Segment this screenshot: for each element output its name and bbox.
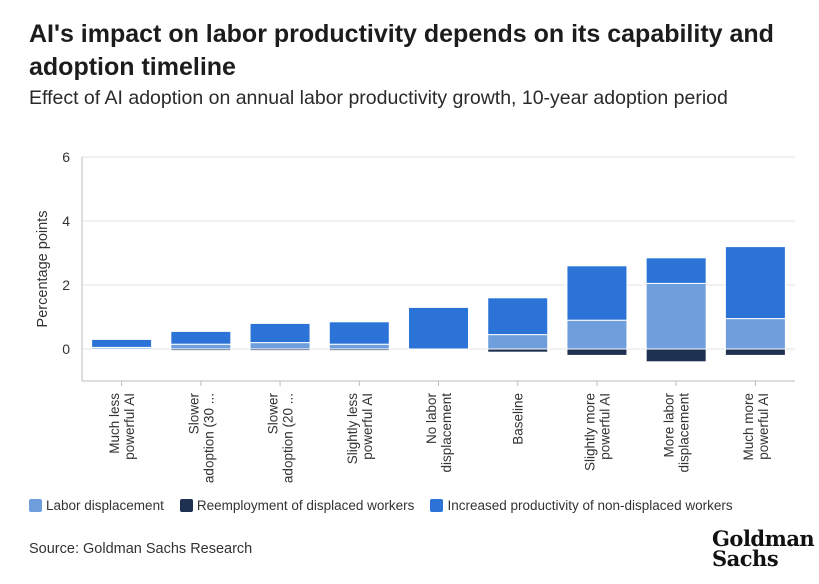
y-tick-label-2: 2 xyxy=(62,277,70,293)
x-tick-label-3-line-0: Slightly less xyxy=(345,393,360,465)
bar-segment-reemployment-1 xyxy=(170,348,232,352)
bar-segment-reemployment-6 xyxy=(566,348,628,356)
x-tick-label-5-line-0: Baseline xyxy=(511,393,526,445)
legend-label-reemployment: Reemployment of displaced workers xyxy=(196,498,415,513)
x-tick-label-1-line-1: adoption (30 ... xyxy=(201,393,216,483)
y-axis-label: Percentage points xyxy=(35,211,51,328)
bar-segment-increased_productivity-5 xyxy=(487,297,549,336)
x-tick-label-7-line-1: displacement xyxy=(677,393,692,473)
x-tick-label-2-line-1: adoption (20 ... xyxy=(281,393,296,483)
legend-swatch-increased-productivity xyxy=(430,499,444,512)
legend-swatch-labor-displacement xyxy=(29,499,42,512)
legend-item-labor-displacement: Labor displacement xyxy=(29,498,164,513)
source-note: Source: Goldman Sachs Research xyxy=(29,541,253,557)
bar-segment-increased_productivity-7 xyxy=(645,257,707,284)
bar-segment-reemployment-2 xyxy=(249,348,311,352)
legend-swatch-reemployment xyxy=(179,499,193,512)
goldman-sachs-logo: Goldman Sachs xyxy=(712,526,815,571)
legend: Labor displacement Reemployment of displ… xyxy=(29,498,749,513)
bar-segment-increased_productivity-2 xyxy=(249,322,311,344)
bar-segment-reemployment-7 xyxy=(645,348,707,363)
bar-segment-labor_displacement-5 xyxy=(487,334,549,350)
bar-segment-labor_displacement-8 xyxy=(724,318,786,350)
bar-segment-labor_displacement-6 xyxy=(566,319,628,350)
x-tick-label-0-line-0: Much less xyxy=(107,393,122,454)
x-tick-label-4-line-1: displacement xyxy=(439,393,454,473)
legend-label-labor-displacement: Labor displacement xyxy=(46,498,164,513)
chart-subtitle: Effect of AI adoption on annual labor pr… xyxy=(29,87,728,109)
bar-segment-increased_productivity-0 xyxy=(91,338,153,348)
bar-segment-increased_productivity-3 xyxy=(328,321,390,345)
x-tick-label-6-line-0: Slightly more xyxy=(582,393,597,471)
x-tick-label-1-line-0: Slower xyxy=(186,392,201,434)
legend-item-reemployment: Reemployment of displaced workers xyxy=(179,498,415,513)
bar-segment-reemployment-5 xyxy=(487,348,549,353)
chart-title: AI's impact on labor productivity depend… xyxy=(29,20,774,81)
x-tick-label-8-line-1: powerful AI xyxy=(756,393,771,460)
legend-item-increased-productivity: Increased productivity of non-displaced … xyxy=(430,498,733,513)
bar-segment-reemployment-8 xyxy=(724,348,786,356)
bar-segment-increased_productivity-1 xyxy=(170,330,232,345)
logo-line-1: Goldman xyxy=(712,526,815,551)
bar-segment-labor_displacement-3 xyxy=(328,343,390,350)
y-tick-label-0: 0 xyxy=(62,341,70,357)
x-tick-label-3-line-1: powerful AI xyxy=(360,393,375,460)
y-tick-label-4: 4 xyxy=(62,213,70,229)
logo-line-2: Sachs xyxy=(712,546,779,571)
bar-segment-increased_productivity-4 xyxy=(408,306,469,350)
x-tick-label-0-line-1: powerful AI xyxy=(122,393,137,460)
bar-segment-labor_displacement-1 xyxy=(170,343,232,350)
bar-segment-labor_displacement-2 xyxy=(249,342,311,350)
bar-segment-increased_productivity-6 xyxy=(566,265,628,321)
x-tick-label-7-line-0: More labor xyxy=(662,392,677,457)
x-tick-label-2-line-0: Slower xyxy=(266,392,281,434)
x-tick-label-6-line-1: powerful AI xyxy=(597,393,612,460)
x-tick-label-8-line-0: Much more xyxy=(741,393,756,461)
legend-label-increased-productivity: Increased productivity of non-displaced … xyxy=(447,498,733,513)
y-tick-label-6: 6 xyxy=(62,149,70,165)
bar-segment-reemployment-3 xyxy=(328,348,390,352)
x-tick-label-4-line-0: No labor xyxy=(424,392,439,444)
bar-segment-labor_displacement-7 xyxy=(645,282,707,350)
bar-segment-increased_productivity-8 xyxy=(724,246,786,320)
